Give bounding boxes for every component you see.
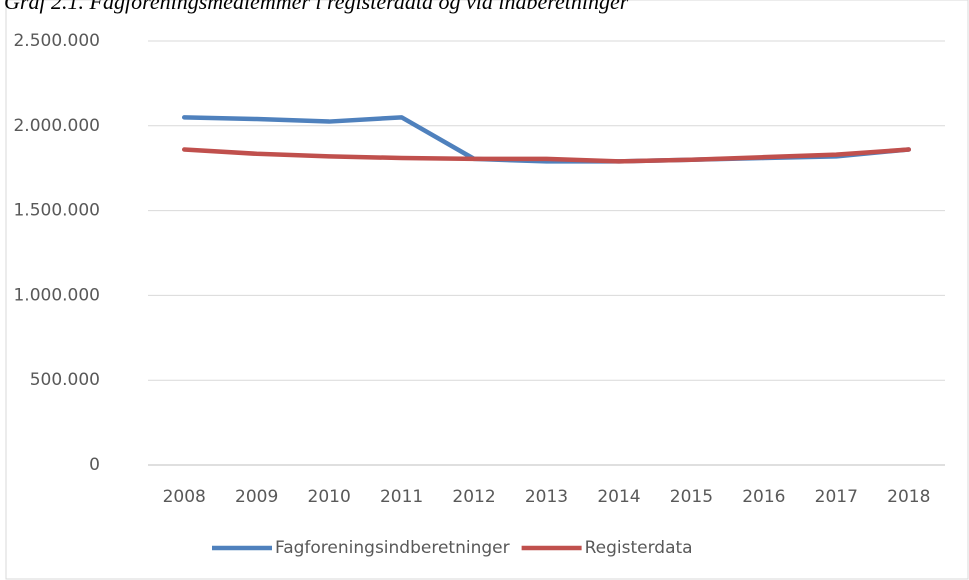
x-tick-label: 2012 (452, 487, 495, 507)
x-tick-label: 2009 (235, 487, 278, 507)
x-tick-label: 2008 (163, 487, 206, 507)
x-tick-label: 2016 (742, 487, 785, 507)
x-tick-label: 2015 (670, 487, 713, 507)
x-tick-label: 2010 (308, 487, 351, 507)
legend-label: Registerdata (585, 538, 693, 558)
x-tick-label: 2014 (597, 487, 640, 507)
x-tick-label: 2018 (887, 487, 930, 507)
y-tick-label: 2.000.000 (13, 116, 100, 136)
x-tick-label: 2017 (815, 487, 858, 507)
y-tick-label: 1.000.000 (13, 285, 100, 305)
chart-frame (5, 0, 969, 580)
y-tick-label: 1.500.000 (13, 201, 100, 221)
legend-label: Fagforeningsindberetninger (275, 538, 510, 558)
x-tick-label: 2013 (525, 487, 568, 507)
series-line (181, 147, 912, 164)
x-tick-label: 2011 (380, 487, 423, 507)
y-tick-label: 0 (89, 455, 100, 475)
y-tick-label: 2.500.000 (13, 31, 100, 51)
chart-title: Graf 2.1. Fagforeningsmedlemmer i regist… (4, 0, 629, 14)
y-tick-label: 500.000 (30, 370, 100, 390)
